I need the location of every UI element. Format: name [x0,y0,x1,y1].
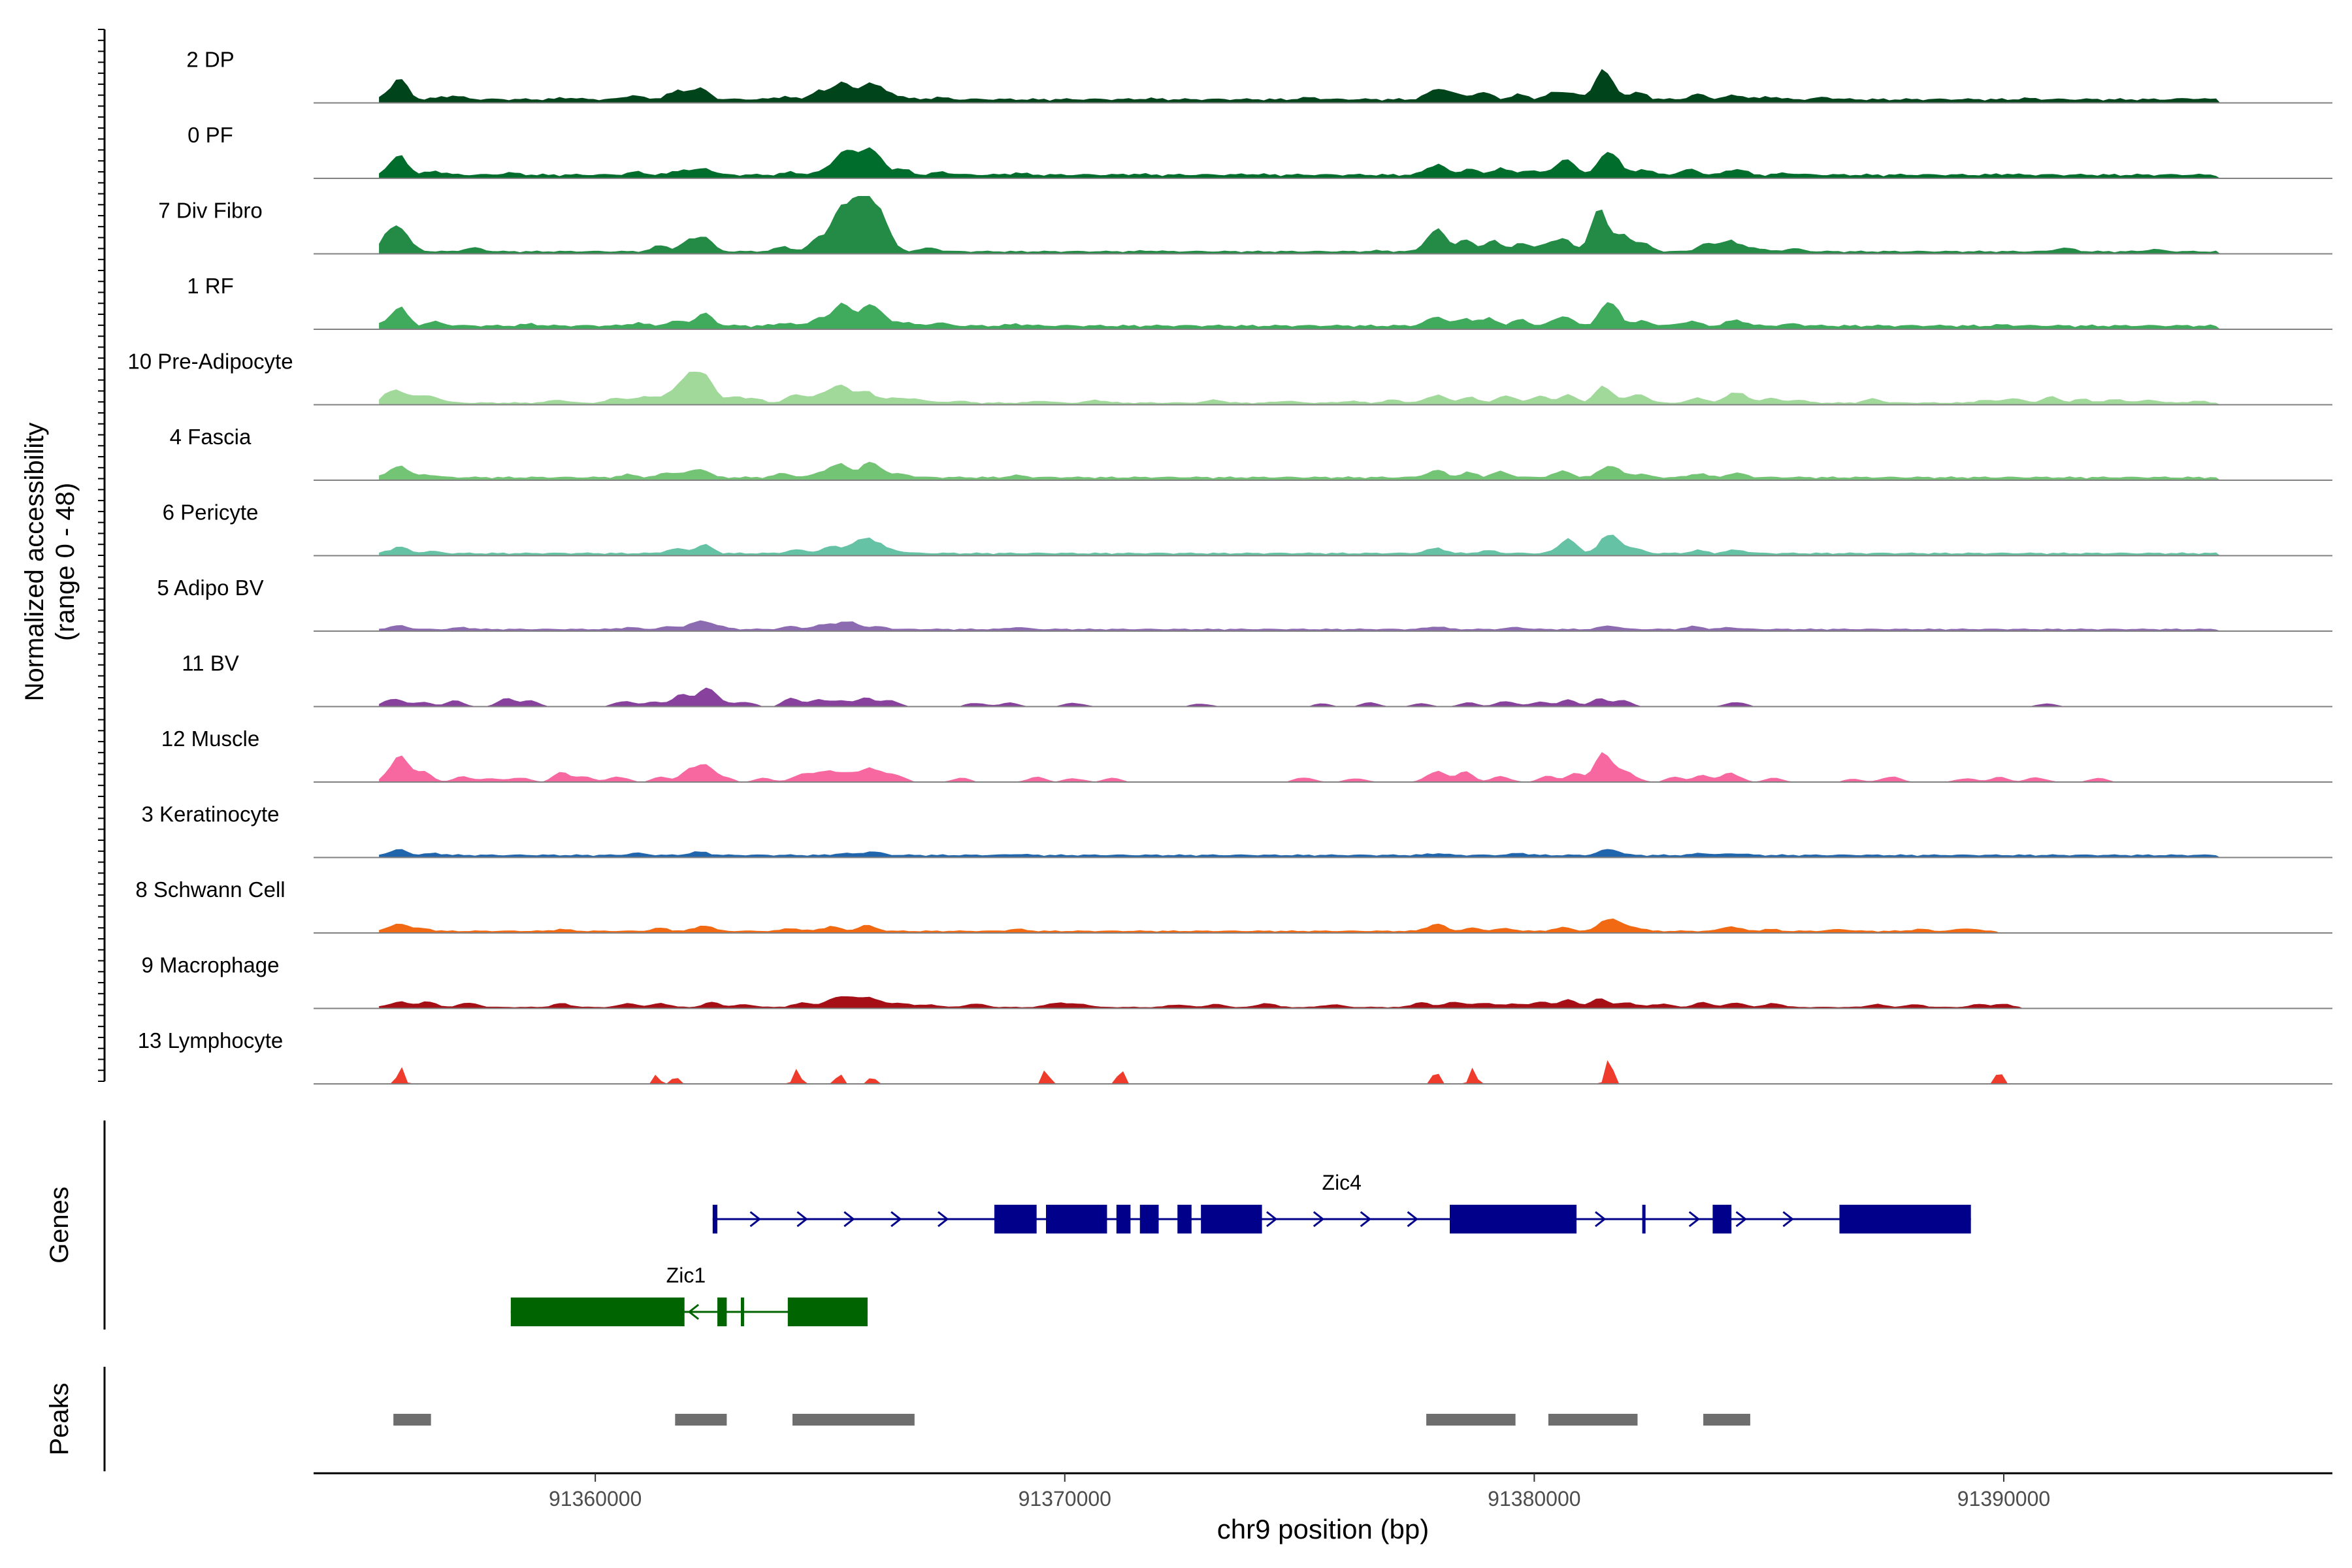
coverage-area [379,147,2221,179]
coverage-area [379,196,2221,254]
gene-exon [740,1298,744,1326]
strand-arrow [687,1303,699,1320]
gene-zic1: Zic1 [510,1264,868,1326]
gene-exon [1046,1205,1107,1233]
peaks-panel-label: Peaks [45,1382,74,1455]
peak-region [675,1414,727,1426]
track-6-pericyte: 6 Pericyte [163,500,2332,557]
coverage-area [379,996,2023,1009]
coverage-tracks: 2 DP 0 PF 7 Div Fibro 1 RF 10 Pre-Adipocyte 4… [127,48,2332,1085]
coverage-area [379,687,2220,707]
track-13-lymphocyte: 13 Lymphocyte [138,1028,2332,1085]
peak-region [1548,1414,1638,1426]
x-tick-label: 91360000 [549,1487,642,1511]
track-9-macrophage: 9 Macrophage [142,953,2332,1009]
peaks-panel [393,1414,1750,1426]
gene-exon [1712,1205,1732,1233]
peak-region [1426,1414,1516,1426]
coverage-area [379,69,2221,103]
coverage-area [379,620,2220,632]
strand-arrow [1360,1211,1372,1228]
coverage-area [379,918,2000,934]
track-label: 11 BV [182,651,238,676]
peak-region [792,1414,915,1426]
track-label: 9 Macrophage [142,953,280,977]
strand-arrow [1407,1211,1418,1228]
gene-label: Zic1 [666,1264,706,1287]
track-8-schwann-cell: 8 Schwann Cell [135,877,2332,934]
gene-exon [717,1298,727,1326]
track-label: 13 Lymphocyte [138,1028,284,1053]
coverage-area [379,371,2220,405]
track-4-fascia: 4 Fascia [170,425,2332,481]
track-label: 7 Div Fibro [158,199,263,223]
x-tick-label: 91390000 [1957,1487,2050,1511]
gene-annotation-panel: Zic4 Zic1 [510,1171,1971,1326]
x-axis-title: chr9 position (bp) [1217,1514,1429,1544]
strand-arrow [1782,1211,1794,1228]
x-axis-ticks: 91360000 91370000 91380000 91390000 [549,1473,2050,1511]
track-10-pre-adipocyte: 10 Pre-Adipocyte [127,350,2332,406]
coverage-area [379,461,2221,481]
coverage-area [379,302,2221,330]
gene-exon [1139,1205,1159,1233]
gene-zic4: Zic4 [712,1171,1971,1233]
track-label: 5 Adipo BV [157,576,263,600]
track-label: 10 Pre-Adipocyte [127,350,293,374]
tracks-y-axis-ticks [98,29,105,1082]
track-11-bv: 11 BV [182,651,2332,708]
strand-arrow [938,1211,949,1228]
gene-label: Zic4 [1322,1171,1362,1194]
peak-region [1703,1414,1750,1426]
strand-arrow [1266,1211,1278,1228]
track-1-rf: 1 RF [187,274,2332,330]
strand-arrow [749,1211,761,1228]
genes-panel-label: Genes [45,1186,74,1264]
gene-exon [1450,1205,1577,1233]
gene-exon [1839,1205,1971,1233]
coverage-area [379,1060,2220,1085]
coverage-area [379,752,2220,783]
track-label: 6 Pericyte [163,500,259,525]
strand-arrow [1688,1211,1701,1228]
track-label: 0 PF [188,123,233,147]
gene-exon [1177,1205,1192,1233]
strand-arrow [843,1211,855,1228]
gene-exon [787,1298,868,1326]
y-axis-title-line1: Normalized accessibility [20,423,49,702]
coverage-area [379,534,2221,556]
y-axis-title-line2: (range 0 - 48) [51,483,80,641]
track-label: 3 Keratinocyte [142,802,280,826]
track-label: 2 DP [186,48,234,72]
track-label: 1 RF [187,274,234,298]
x-tick-label: 91380000 [1488,1487,1580,1511]
track-5-adipo-bv: 5 Adipo BV [157,576,2332,632]
track-7-div-fibro: 7 Div Fibro [158,196,2332,255]
strand-arrow [890,1211,902,1228]
strand-arrow [1735,1211,1747,1228]
gene-exon [510,1298,685,1326]
gene-exon [1201,1205,1262,1233]
track-label: 8 Schwann Cell [135,877,285,902]
gene-exon [994,1205,1037,1233]
strand-arrow [1313,1211,1325,1228]
peak-region [393,1414,431,1426]
track-0-pf: 0 PF [188,123,2332,179]
track-2-dp: 2 DP [186,48,2332,104]
strand-arrow [796,1211,808,1228]
track-label: 4 Fascia [170,425,252,449]
gene-exon [1116,1205,1131,1233]
strand-arrow [1595,1211,1607,1228]
gene-exon [712,1205,717,1233]
x-tick-label: 91370000 [1019,1487,1111,1511]
coverage-area [379,849,2220,858]
track-label: 12 Muscle [161,727,259,751]
track-12-muscle: 12 Muscle [161,727,2332,783]
gene-exon [1642,1205,1646,1233]
track-3-keratinocyte: 3 Keratinocyte [142,802,2332,858]
